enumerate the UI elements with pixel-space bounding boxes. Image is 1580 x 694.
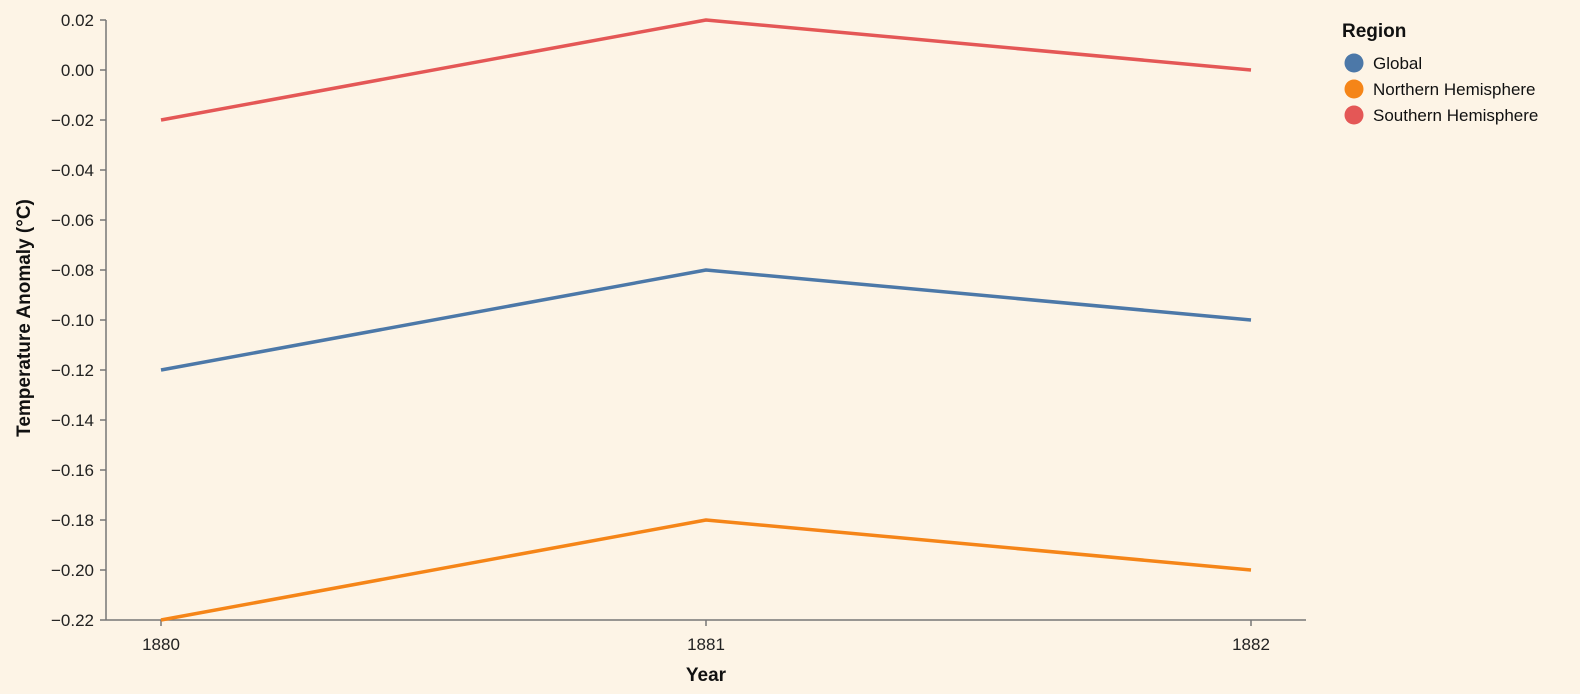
legend-label-northern-hemisphere: Northern Hemisphere bbox=[1373, 80, 1536, 99]
x-tick-label: 1881 bbox=[687, 635, 725, 654]
y-tick-label: −0.02 bbox=[51, 111, 94, 130]
legend: Region Global Northern Hemisphere Southern… bbox=[1342, 21, 1538, 125]
y-tick-label: −0.10 bbox=[51, 311, 94, 330]
legend-label-global: Global bbox=[1373, 54, 1422, 73]
y-tick-label: −0.20 bbox=[51, 561, 94, 580]
y-tick-label: −0.04 bbox=[51, 161, 94, 180]
y-tick-label: 0.02 bbox=[61, 11, 94, 30]
x-tick-label: 1880 bbox=[142, 635, 180, 654]
y-tick-label: −0.22 bbox=[51, 611, 94, 630]
legend-title: Region bbox=[1342, 21, 1406, 42]
x-axis: 1880 1881 1882 bbox=[106, 619, 1306, 654]
y-axis-title: Temperature Anomaly (°C) bbox=[14, 199, 35, 437]
y-tick-label: −0.18 bbox=[51, 511, 94, 530]
series-layer bbox=[160, 18, 1252, 622]
legend-swatch-southern-hemisphere bbox=[1344, 105, 1364, 125]
y-tick-label: −0.16 bbox=[51, 461, 94, 480]
y-tick-label: −0.08 bbox=[51, 261, 94, 280]
y-tick-label: −0.14 bbox=[51, 411, 94, 430]
x-axis-title: Year bbox=[686, 665, 727, 686]
series-line-northern-hemisphere bbox=[160, 518, 1252, 622]
x-tick-label: 1882 bbox=[1232, 635, 1270, 654]
y-axis: 0.02 0.00 −0.02 −0.04 −0.06 −0.08 −0.10 −0.12 −0… bbox=[51, 11, 107, 630]
y-tick-label: −0.06 bbox=[51, 211, 94, 230]
y-tick-label: 0.00 bbox=[61, 61, 94, 80]
legend-swatch-northern-hemisphere bbox=[1344, 79, 1364, 99]
series-line-southern-hemisphere bbox=[160, 18, 1252, 122]
legend-swatch-global bbox=[1344, 53, 1364, 73]
legend-label-southern-hemisphere: Southern Hemisphere bbox=[1373, 106, 1538, 125]
series-line-global bbox=[160, 268, 1252, 372]
y-tick-label: −0.12 bbox=[51, 361, 94, 380]
